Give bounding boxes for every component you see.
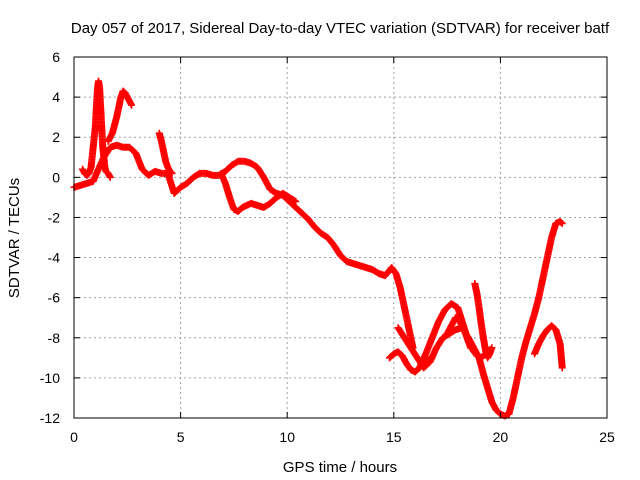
y-tick-label: -12 [40,410,60,426]
data-points [70,77,566,420]
axis-ticks: 0 5 10 15 20 25 -12 -10 -8 -6 -4 -2 0 2 4 6 [40,49,615,445]
grid-lines [74,57,607,418]
y-tick-label: 0 [52,169,60,185]
x-tick-label: 20 [493,429,509,445]
trace-marker [290,197,298,205]
y-tick-label: -2 [48,209,61,225]
data-point [488,344,496,352]
data-point [128,101,136,109]
chart-title: Day 057 of 2017, Sidereal Day-to-day VTE… [71,20,610,37]
data-point [106,173,114,181]
y-tick-label: -8 [48,330,61,346]
y-tick-label: -6 [48,290,61,306]
trace-marker [167,168,175,176]
x-tick-label: 0 [70,429,78,445]
x-tick-label: 25 [599,429,615,445]
y-tick-label: 6 [52,49,60,65]
x-tick-label: 15 [386,429,402,445]
data-point [292,197,300,205]
x-axis-label: GPS time / hours [283,459,397,476]
y-tick-label: -10 [40,370,60,386]
x-tick-label: 5 [177,429,185,445]
data-point [168,169,176,177]
y-tick-label: -4 [48,250,61,266]
x-tick-label: 10 [279,429,295,445]
y-axis-label: SDTVAR / TECUs [6,178,23,298]
y-tick-label: 4 [52,89,60,105]
data-point [558,219,566,227]
data-point [558,364,566,372]
trace-marker [557,218,565,226]
y-tick-label: 2 [52,129,60,145]
plot-frame [73,56,608,419]
